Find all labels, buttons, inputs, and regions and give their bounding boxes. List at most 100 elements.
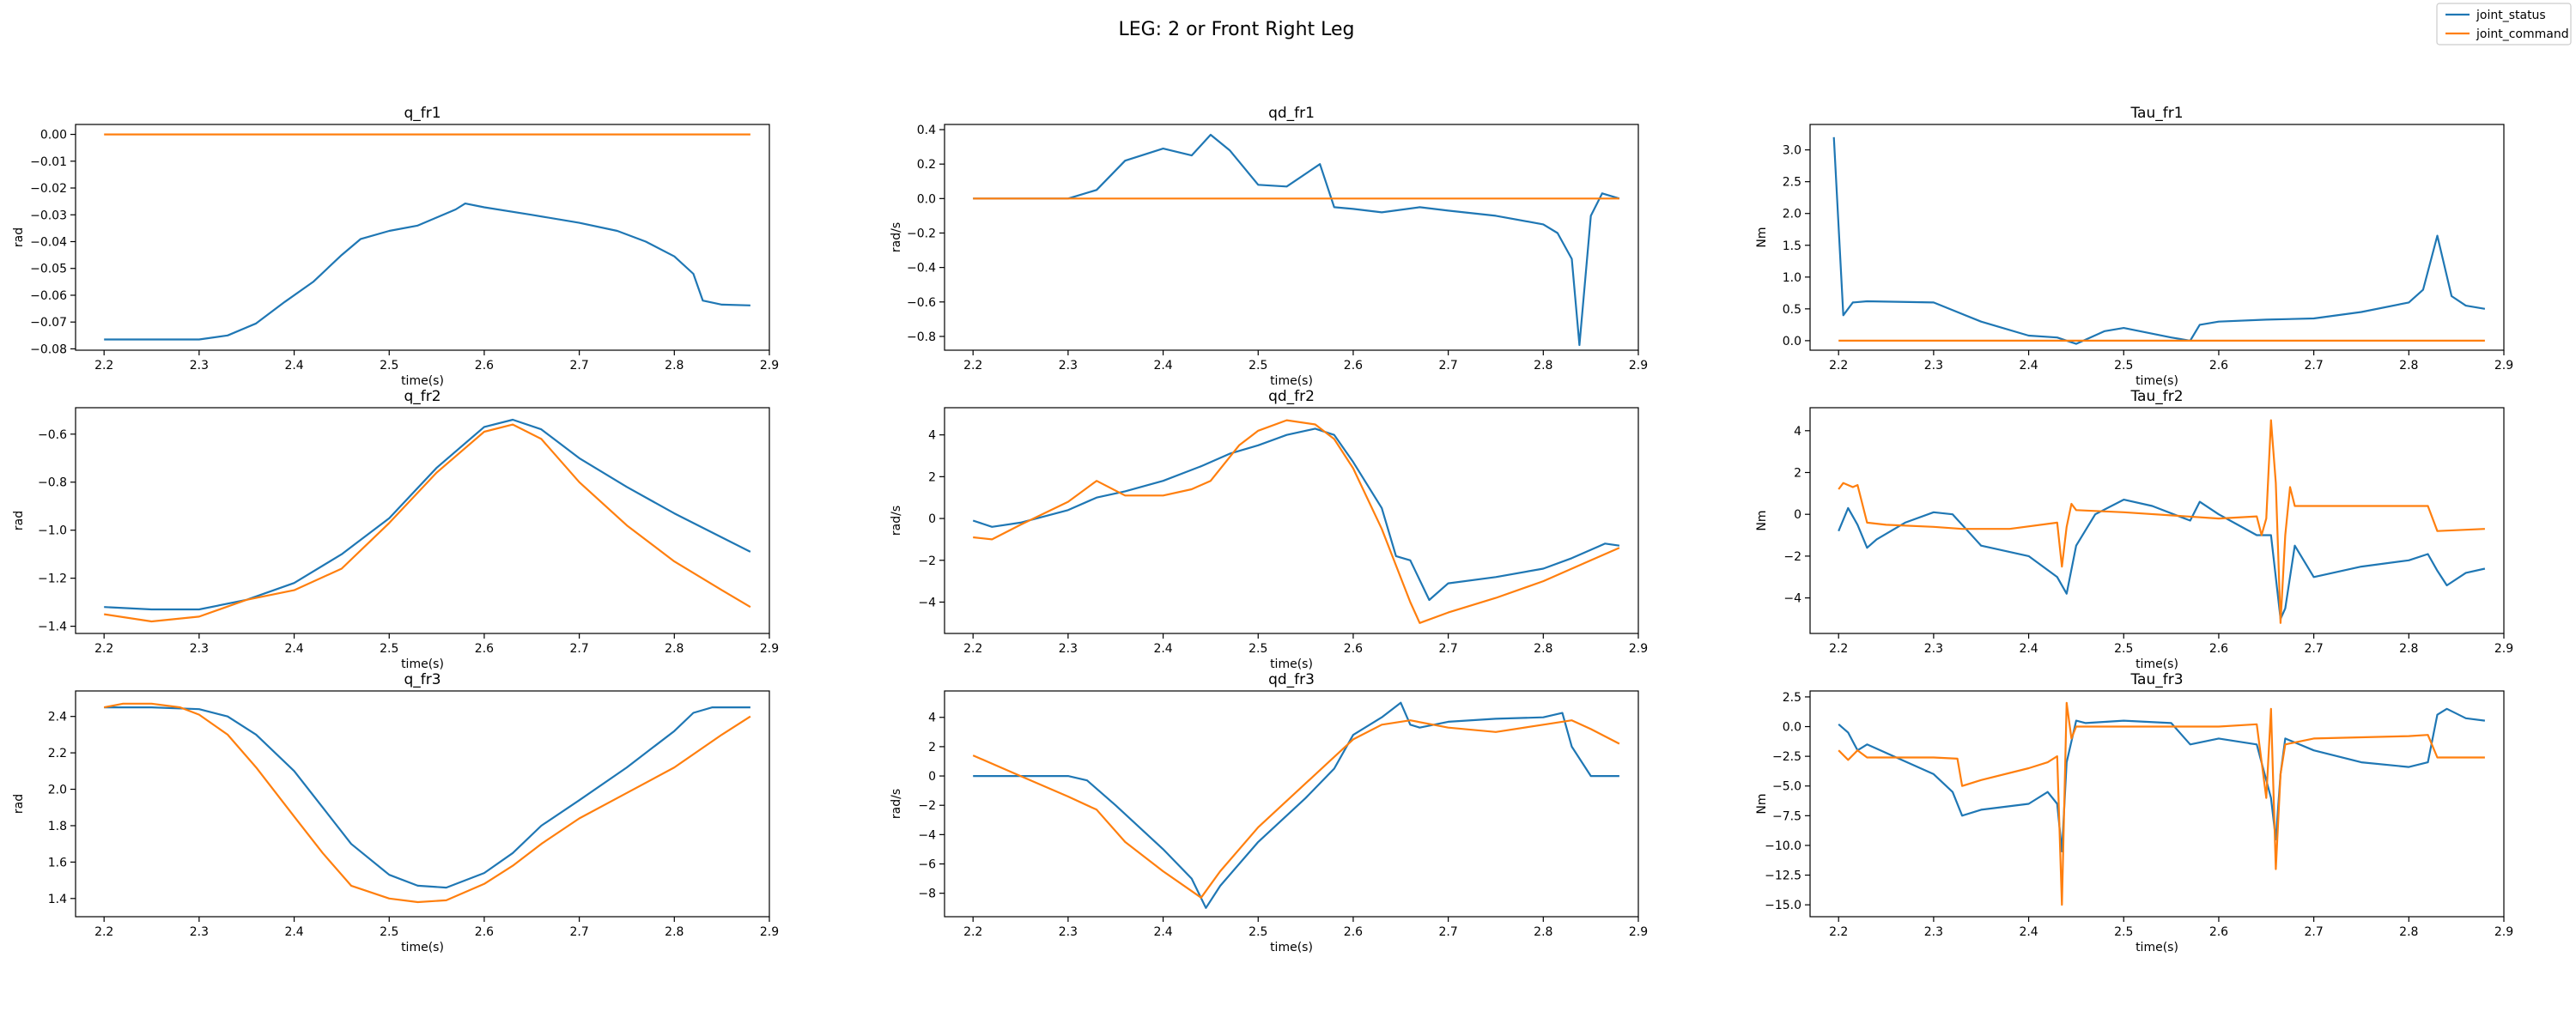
x-tick-label: 2.5	[380, 642, 398, 656]
x-tick-label: 2.2	[1829, 642, 1848, 656]
x-tick-label: 2.7	[1438, 359, 1457, 373]
y-tick-label: 0.0	[1783, 721, 1801, 735]
y-tick-label: −0.8	[907, 330, 936, 344]
y-axis-label: rad	[12, 511, 26, 530]
subplot-title: qd_fr1	[1268, 105, 1315, 122]
x-tick-label: 2.6	[1344, 642, 1363, 656]
y-tick-label: −1.2	[38, 573, 67, 586]
x-tick-label: 2.3	[1924, 925, 1943, 939]
x-tick-label: 2.7	[1438, 642, 1457, 656]
y-tick-label: 4	[928, 712, 936, 725]
x-axis-label: time(s)	[1270, 941, 1313, 954]
x-tick-label: 2.5	[2114, 642, 2133, 656]
subplot-q-fr2: 2.2 2.3 2.4 2.5 2.6 2.7 2.8 2.9 −0.6 −0.8 −1.0 −1.2…	[12, 388, 779, 671]
x-tick-label: 2.5	[2114, 925, 2133, 939]
plot-area	[75, 407, 770, 634]
subplot-qd-fr3: 2.2 2.3 2.4 2.5 2.6 2.7 2.8 2.9 4 2 0 −2 −4 −6 −8 qd_fr…	[890, 671, 1648, 954]
y-tick-label: −1.0	[38, 524, 67, 538]
series-line-joint-status	[104, 203, 750, 341]
y-tick-label: −0.07	[30, 316, 67, 330]
x-axis-label: time(s)	[1270, 374, 1313, 388]
x-tick-label: 2.6	[475, 359, 494, 373]
y-tick-label: −2	[1783, 550, 1801, 564]
subplot-q-fr1: 2.2 2.3 2.4 2.5 2.6 2.7 2.8 2.9 0.00 −0.01 −0.02 −0…	[12, 105, 779, 388]
x-tick-label: 2.7	[2304, 925, 2323, 939]
y-tick-label: 2.5	[1783, 176, 1801, 190]
y-tick-label: 1.6	[48, 856, 67, 869]
y-tick-label: −0.08	[30, 342, 67, 356]
y-axis-label: Nm	[1755, 227, 1769, 247]
y-tick-label: 4	[928, 429, 936, 443]
x-tick-label: 2.9	[1629, 642, 1648, 656]
x-tick-label: 2.4	[284, 359, 303, 373]
plot-area	[944, 124, 1639, 351]
x-tick-label: 2.3	[1924, 359, 1943, 373]
x-tick-label: 2.2	[963, 925, 982, 939]
y-tick-label: 0.2	[917, 158, 936, 172]
series-line-joint-command	[1838, 701, 2485, 906]
plot-area	[1809, 124, 2505, 351]
x-tick-label: 2.7	[1438, 925, 1457, 939]
y-tick-label: 0	[928, 512, 936, 526]
y-tick-label: −2	[918, 554, 936, 568]
y-tick-label: −8	[918, 888, 936, 901]
x-axis-label: time(s)	[2136, 657, 2178, 671]
plot-area	[1809, 690, 2505, 918]
x-tick-label: 2.6	[475, 925, 494, 939]
y-tick-label: −4	[918, 828, 936, 842]
y-tick-label: −7.5	[1772, 809, 1801, 823]
y-axis-label: rad/s	[890, 222, 903, 252]
x-tick-label: 2.2	[1829, 359, 1848, 373]
x-tick-label: 2.8	[2399, 359, 2418, 373]
y-tick-label: 2.5	[1783, 691, 1801, 705]
series-line-joint-status	[1838, 498, 2486, 621]
y-axis-label: rad/s	[890, 506, 903, 536]
x-tick-label: 2.6	[2209, 359, 2228, 373]
x-tick-label: 2.9	[1629, 925, 1648, 939]
y-tick-label: −0.04	[30, 235, 67, 249]
subplot-title: q_fr3	[404, 671, 440, 688]
x-tick-label: 2.4	[284, 925, 303, 939]
legend-box	[2436, 3, 2572, 45]
x-tick-label: 2.2	[963, 642, 982, 656]
y-tick-label: −2	[918, 799, 936, 813]
x-tick-label: 2.5	[380, 359, 398, 373]
x-axis-label: time(s)	[1270, 657, 1313, 671]
y-tick-label: 1.0	[1783, 271, 1801, 285]
x-tick-label: 2.9	[2494, 925, 2513, 939]
subplot-title: qd_fr2	[1268, 388, 1315, 405]
y-tick-label: 4	[1794, 425, 1801, 439]
x-tick-label: 2.8	[2399, 925, 2418, 939]
x-tick-label: 2.5	[1249, 359, 1267, 373]
y-tick-label: 2.0	[48, 784, 67, 797]
x-tick-label: 2.3	[1059, 925, 1078, 939]
y-tick-label: 2.2	[48, 747, 67, 760]
series-line-joint-status	[973, 701, 1619, 909]
plot-area	[944, 407, 1639, 634]
y-tick-label: 0.0	[1783, 335, 1801, 348]
y-tick-label: −12.5	[1765, 869, 1801, 883]
x-axis-label: time(s)	[2136, 941, 2178, 954]
y-tick-label: 2.4	[48, 711, 67, 724]
x-tick-label: 2.3	[190, 359, 209, 373]
series-line-joint-command	[103, 702, 751, 904]
y-tick-label: 0	[1794, 508, 1801, 522]
plot-area	[75, 690, 770, 918]
x-tick-label: 2.2	[1829, 925, 1848, 939]
y-tick-label: 1.5	[1783, 239, 1801, 253]
x-tick-label: 2.9	[2494, 642, 2513, 656]
x-tick-label: 2.4	[2019, 642, 2038, 656]
x-tick-label: 2.8	[665, 642, 683, 656]
subplot-title: qd_fr3	[1268, 671, 1315, 688]
x-tick-label: 2.6	[1344, 359, 1363, 373]
y-tick-label: −0.01	[30, 155, 67, 169]
x-tick-label: 2.9	[1629, 359, 1648, 373]
subplot-q-fr3: 2.2 2.3 2.4 2.5 2.6 2.7 2.8 2.9 2.4 2.2 2.0 1.8 1.6 1…	[12, 671, 779, 954]
y-tick-label: 2.0	[1783, 208, 1801, 221]
x-tick-label: 2.4	[284, 642, 303, 656]
x-tick-label: 2.3	[190, 642, 209, 656]
subplot-title: Tau_fr1	[2129, 105, 2183, 122]
x-tick-label: 2.7	[2304, 359, 2323, 373]
y-tick-label: 2	[928, 470, 936, 484]
series-line-joint-status	[1838, 707, 2486, 853]
